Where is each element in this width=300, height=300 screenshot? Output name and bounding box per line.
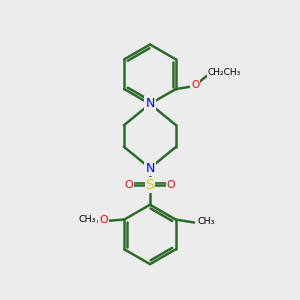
Text: CH₂CH₃: CH₂CH₃ [208, 68, 241, 76]
Text: CH₃: CH₃ [79, 215, 97, 224]
Text: O: O [167, 180, 175, 190]
Text: O: O [191, 80, 200, 90]
Text: CH₃: CH₃ [198, 218, 215, 226]
Text: N: N [145, 162, 155, 175]
Text: S: S [146, 178, 154, 192]
Text: O: O [125, 180, 134, 190]
Text: N: N [145, 98, 155, 110]
Text: O: O [99, 215, 108, 225]
